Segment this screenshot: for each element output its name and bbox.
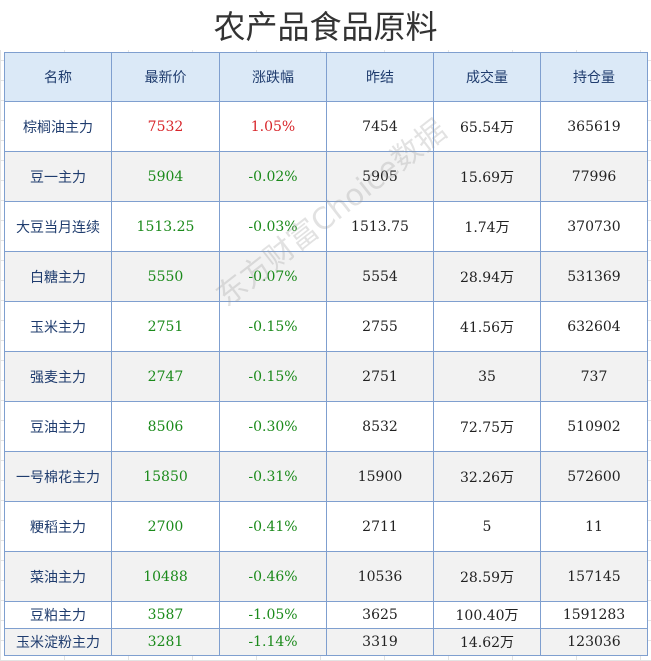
cell-prev-settle: 8532 [326, 401, 434, 452]
header-row: 名称 最新价 涨跌幅 昨结 成交量 持仓量 [4, 52, 648, 102]
cell-volume: 65.54万 [433, 101, 541, 152]
cell-open-interest: 365619 [540, 101, 648, 152]
cell-change: -0.03% [219, 201, 327, 252]
cell-price: 3281 [111, 628, 220, 656]
table-row: 白糖主力 5550 -0.07% 5554 28.94万 531369 [4, 251, 648, 302]
cell-volume: 14.62万 [433, 628, 541, 656]
cell-prev-settle: 1513.75 [326, 201, 434, 252]
col-header-price: 最新价 [111, 52, 220, 102]
table-row: 豆一主力 5904 -0.02% 5905 15.69万 77996 [4, 151, 648, 202]
table-row: 豆粕主力 3587 -1.05% 3625 100.40万 1591283 [4, 601, 648, 629]
cell-prev-settle: 7454 [326, 101, 434, 152]
cell-name: 玉米主力 [4, 301, 112, 352]
cell-prev-settle: 2755 [326, 301, 434, 352]
col-header-name: 名称 [4, 52, 112, 102]
cell-open-interest: 123036 [540, 628, 648, 656]
cell-volume: 1.74万 [433, 201, 541, 252]
cell-change: -0.07% [219, 251, 327, 302]
cell-change: -0.41% [219, 501, 327, 552]
futures-table: 名称 最新价 涨跌幅 昨结 成交量 持仓量 棕榈油主力 7532 1.05% 7454… [4, 52, 648, 656]
cell-price: 2747 [111, 351, 220, 402]
table-row: 玉米淀粉主力 3281 -1.14% 3319 14.62万 123036 [4, 628, 648, 656]
cell-open-interest: 11 [540, 501, 648, 552]
cell-prev-settle: 15900 [326, 451, 434, 502]
cell-name: 棕榈油主力 [4, 101, 112, 152]
cell-volume: 100.40万 [433, 601, 541, 629]
cell-open-interest: 632604 [540, 301, 648, 352]
cell-volume: 32.26万 [433, 451, 541, 502]
cell-prev-settle: 5905 [326, 151, 434, 202]
cell-prev-settle: 5554 [326, 251, 434, 302]
col-header-prev-settle: 昨结 [326, 52, 434, 102]
cell-prev-settle: 3319 [326, 628, 434, 656]
cell-name: 豆粕主力 [4, 601, 112, 629]
cell-open-interest: 572600 [540, 451, 648, 502]
table-row: 粳稻主力 2700 -0.41% 2711 5 11 [4, 501, 648, 552]
cell-change: -0.02% [219, 151, 327, 202]
cell-name: 一号棉花主力 [4, 451, 112, 502]
col-header-volume: 成交量 [433, 52, 541, 102]
cell-open-interest: 737 [540, 351, 648, 402]
cell-volume: 41.56万 [433, 301, 541, 352]
page-title: 农产品食品原料 [0, 0, 651, 50]
table-row: 菜油主力 10488 -0.46% 10536 28.59万 157145 [4, 551, 648, 602]
cell-volume: 28.59万 [433, 551, 541, 602]
cell-name: 菜油主力 [4, 551, 112, 602]
cell-prev-settle: 3625 [326, 601, 434, 629]
cell-volume: 15.69万 [433, 151, 541, 202]
cell-open-interest: 370730 [540, 201, 648, 252]
cell-open-interest: 531369 [540, 251, 648, 302]
cell-volume: 28.94万 [433, 251, 541, 302]
table-row: 大豆当月连续 1513.25 -0.03% 1513.75 1.74万 370730 [4, 201, 648, 252]
cell-name: 白糖主力 [4, 251, 112, 302]
cell-price: 5904 [111, 151, 220, 202]
cell-change: -0.15% [219, 351, 327, 402]
cell-name: 大豆当月连续 [4, 201, 112, 252]
cell-price: 8506 [111, 401, 220, 452]
cell-price: 2751 [111, 301, 220, 352]
cell-open-interest: 157145 [540, 551, 648, 602]
table-row: 棕榈油主力 7532 1.05% 7454 65.54万 365619 [4, 101, 648, 152]
cell-price: 2700 [111, 501, 220, 552]
cell-change: -1.14% [219, 628, 327, 656]
cell-price: 7532 [111, 101, 220, 152]
cell-name: 豆一主力 [4, 151, 112, 202]
cell-volume: 72.75万 [433, 401, 541, 452]
cell-change: -0.15% [219, 301, 327, 352]
cell-prev-settle: 2751 [326, 351, 434, 402]
cell-change: -0.30% [219, 401, 327, 452]
table-row: 强麦主力 2747 -0.15% 2751 35 737 [4, 351, 648, 402]
cell-change: -1.05% [219, 601, 327, 629]
cell-open-interest: 510902 [540, 401, 648, 452]
cell-prev-settle: 10536 [326, 551, 434, 602]
cell-volume: 5 [433, 501, 541, 552]
cell-open-interest: 1591283 [540, 601, 648, 629]
cell-price: 15850 [111, 451, 220, 502]
cell-name: 强麦主力 [4, 351, 112, 402]
table-row: 一号棉花主力 15850 -0.31% 15900 32.26万 572600 [4, 451, 648, 502]
cell-prev-settle: 2711 [326, 501, 434, 552]
cell-name: 玉米淀粉主力 [4, 628, 112, 656]
col-header-open-interest: 持仓量 [540, 52, 648, 102]
table-row: 玉米主力 2751 -0.15% 2755 41.56万 632604 [4, 301, 648, 352]
cell-price: 10488 [111, 551, 220, 602]
cell-volume: 35 [433, 351, 541, 402]
cell-name: 粳稻主力 [4, 501, 112, 552]
col-header-change: 涨跌幅 [219, 52, 327, 102]
cell-change: -0.46% [219, 551, 327, 602]
cell-name: 豆油主力 [4, 401, 112, 452]
cell-price: 1513.25 [111, 201, 220, 252]
cell-price: 5550 [111, 251, 220, 302]
cell-change: -0.31% [219, 451, 327, 502]
cell-open-interest: 77996 [540, 151, 648, 202]
cell-price: 3587 [111, 601, 220, 629]
table-row: 豆油主力 8506 -0.30% 8532 72.75万 510902 [4, 401, 648, 452]
cell-change: 1.05% [219, 101, 327, 152]
